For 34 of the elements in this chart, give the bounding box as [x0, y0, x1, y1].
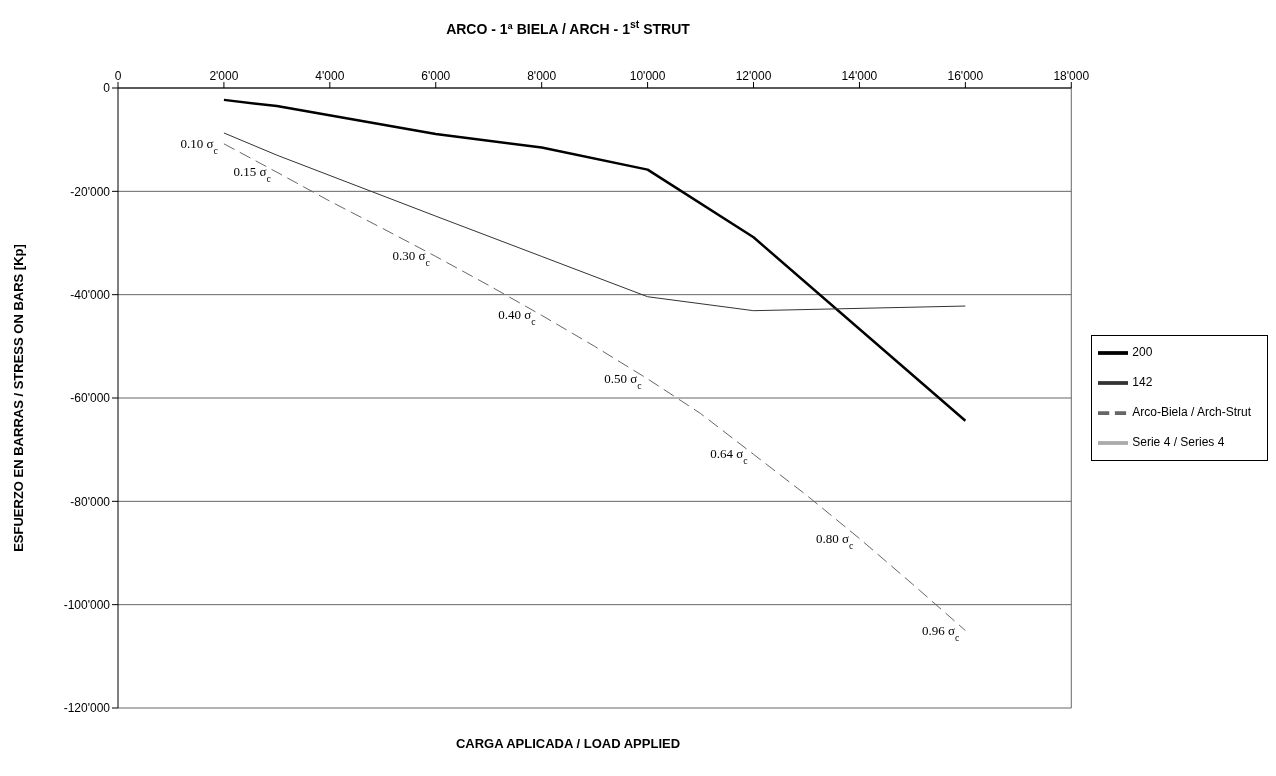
- x-tick-label: 10'000: [629, 69, 666, 83]
- legend-label: 142: [1132, 375, 1153, 390]
- x-tick-label: 14'000: [841, 69, 878, 83]
- y-tick-label: -120'000: [63, 701, 111, 716]
- x-tick-label: 2'000: [209, 69, 239, 83]
- line-series: [222, 98, 967, 422]
- annotation: 0.15 σ$_{c}$: [233, 164, 272, 184]
- x-tick-label: 16'000: [947, 69, 984, 83]
- x-tick-label: 0: [114, 69, 122, 83]
- annotation: 0.10 σ$_{c}$: [180, 135, 219, 156]
- annotation: 0.50 σ$_{c}$: [604, 370, 643, 391]
- x-tick-label: 12'000: [735, 69, 772, 83]
- x-tick-label: 4'000: [315, 69, 345, 83]
- x-tick-label: 18'000: [1053, 69, 1090, 83]
- y-tick-label: -100'000: [63, 597, 111, 612]
- x-axis-title: CARGA APLICADA / LOAD APPLIED: [454, 736, 682, 751]
- legend-label: Serie 4 / Series 4: [1132, 435, 1225, 450]
- legend-label: 200: [1132, 345, 1153, 360]
- annotation: 0.64 σ$_{c}$: [710, 446, 749, 466]
- y-axis-title: ESFUERZO EN BARRAS / STRESS ON BARS [Kp]: [10, 244, 26, 552]
- y-tick-label: -20'000: [70, 184, 111, 199]
- y-tick-label: 0: [103, 81, 111, 96]
- annotation: 0.30 σ$_{c}$: [392, 248, 431, 268]
- annotation: 0.96 σ$_{c}$: [922, 622, 961, 642]
- annotation: 0.80 σ$_{c}$: [816, 530, 855, 551]
- y-tick-label: -40'000: [70, 287, 111, 302]
- y-tick-label: -80'000: [70, 494, 111, 509]
- x-tick-label: 8'000: [527, 69, 557, 83]
- legend-label: Arco-Biela / Arch-Strut: [1132, 405, 1251, 420]
- chart-title: ARCO - 1ª BIELA / ARCH - 1$^{st}$ STRUT: [446, 18, 691, 37]
- y-tick-label: -60'000: [70, 391, 111, 406]
- line-series: [223, 132, 966, 312]
- annotation: 0.40 σ$_{c}$: [498, 307, 537, 327]
- x-tick-label: 6'000: [421, 69, 451, 83]
